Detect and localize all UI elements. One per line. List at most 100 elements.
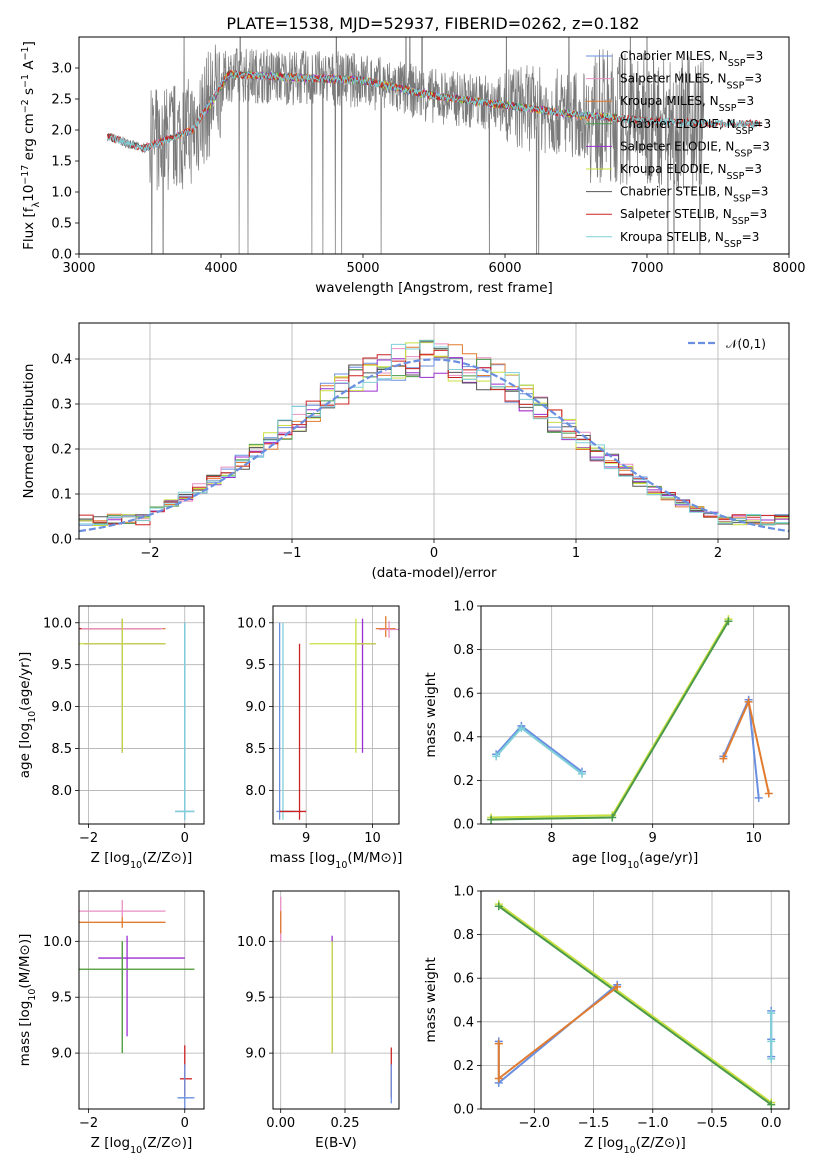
y-tick-label: 1.0 xyxy=(453,600,474,615)
y-tick-label: 0.2 xyxy=(51,443,72,458)
weight-marker xyxy=(767,1054,776,1063)
panel-spectrum: 3000 4000 5000 6000 7000 8000 0.0 0.5 1.0 1.5 2.0 2… xyxy=(20,36,806,296)
y-axis-label: mass weight xyxy=(423,672,439,757)
weight-marker xyxy=(767,1009,776,1018)
legend-label: Salpeter STELIB, NSSP=3 xyxy=(620,207,767,227)
data-point xyxy=(79,916,166,928)
y-tick-label: 10.0 xyxy=(237,616,266,631)
plot-area-residuals xyxy=(79,323,789,539)
weight-marker xyxy=(487,815,496,824)
weight-marker xyxy=(754,793,763,802)
x-tick-label: 0.00 xyxy=(266,1116,295,1131)
weight-marker xyxy=(494,1039,503,1048)
y-tick-label: 10.0 xyxy=(43,616,72,631)
weight-marker xyxy=(767,1037,776,1046)
data-point xyxy=(79,618,166,753)
x-tick-label: 6000 xyxy=(488,261,521,276)
x-axis-label: Z [log10(Z/Z⊙)] xyxy=(91,1135,193,1156)
x-tick-label: −2 xyxy=(79,831,98,846)
x-tick-label: −2 xyxy=(79,1116,98,1131)
weight-marker xyxy=(494,902,503,911)
y-axis-label: Normed distribution xyxy=(21,364,37,499)
plot-area-weight_vs_Z xyxy=(481,891,789,1109)
panel-mass_vs_Z: −2 0 9.0 9.5 10.0 Z [log10(Z/Z⊙)] mass [log10(… xyxy=(17,890,205,1156)
y-tick-label: 8.0 xyxy=(51,784,72,799)
y-axis-label: Flux [fλ10−17 erg cm−2 s−1 A−1] xyxy=(20,41,42,250)
y-tick-label: 0.4 xyxy=(453,730,474,745)
weight-marker xyxy=(767,1100,776,1109)
weight-line xyxy=(498,903,772,1104)
data-point xyxy=(379,621,399,638)
panel-age_vs_Z: −2 0 8.0 8.5 9.0 9.5 10.0 Z [log10(Z/Z⊙)] age [l… xyxy=(17,605,205,871)
weight-marker xyxy=(494,1074,503,1083)
weight-marker xyxy=(492,752,501,761)
data-point xyxy=(79,620,161,633)
y-tick-label: 9.5 xyxy=(51,991,72,1006)
axes-frame xyxy=(480,890,790,1110)
y-tick-label: 2.0 xyxy=(51,124,72,139)
x-tick-label: −0.5 xyxy=(696,1116,728,1131)
x-tick-label: 0 xyxy=(430,546,438,561)
panel-age_vs_mass: 9 10 8.0 8.5 9.0 9.5 10.0 mass [log10(M/M⊙)] xyxy=(237,605,403,871)
weight-marker xyxy=(744,697,753,706)
axes-frame xyxy=(272,605,400,825)
y-tick-label: 0.2 xyxy=(453,1059,474,1074)
normal-reference-curve xyxy=(79,358,789,533)
weight-line xyxy=(491,620,730,821)
x-tick-label: 8 xyxy=(548,831,556,846)
y-tick-label: 0.2 xyxy=(453,774,474,789)
x-tick-label: 8000 xyxy=(772,261,805,276)
x-tick-label: 4000 xyxy=(204,261,237,276)
y-tick-label: 10.0 xyxy=(237,935,266,950)
y-tick-label: 8.5 xyxy=(245,742,266,757)
data-point xyxy=(375,616,396,638)
axes-frame xyxy=(78,890,205,1110)
x-tick-label: 10 xyxy=(364,831,381,846)
axes-frame xyxy=(78,36,790,255)
y-tick-label: 1.5 xyxy=(51,155,72,170)
x-tick-label: −1.0 xyxy=(637,1116,669,1131)
y-tick-label: 9.0 xyxy=(51,1047,72,1062)
y-tick-label: 1.0 xyxy=(453,885,474,900)
observed-spectrum xyxy=(107,37,705,254)
legend-label: Chabrier MILES, NSSP=3 xyxy=(620,49,763,69)
y-tick-label: 3.0 xyxy=(51,62,72,77)
y-tick-label: 0.6 xyxy=(453,972,474,987)
x-tick-label: −1 xyxy=(282,546,301,561)
panel-weight_vs_Z: −2.0 −1.5 −1.0 −0.5 0.0 0.0 0.2 0.4 0.6 0.8 1.0 Z [… xyxy=(423,885,790,1156)
plot-area-age_vs_mass xyxy=(273,606,399,824)
weight-line xyxy=(495,726,583,775)
legend-label: Kroupa STELIB, NSSP=3 xyxy=(620,230,759,250)
y-tick-label: 0.0 xyxy=(453,818,474,833)
plot-area-age_vs_Z xyxy=(79,606,204,824)
x-tick-label: 3000 xyxy=(62,261,95,276)
y-tick-label: 9.0 xyxy=(51,700,72,715)
model-spectrum-line xyxy=(107,70,761,152)
weight-marker xyxy=(517,724,526,733)
panel-weight_vs_age: 8 9 10 0.0 0.2 0.4 0.6 0.8 1.0 age [log10(age/yr)… xyxy=(423,600,790,871)
y-tick-label: 8.0 xyxy=(245,784,266,799)
x-axis-label: (data-model)/error xyxy=(371,565,497,581)
legend-label: Chabrier ELODIE, NSSP=3 xyxy=(620,117,771,137)
x-tick-label: 9 xyxy=(649,831,657,846)
y-tick-label: 0.0 xyxy=(453,1103,474,1118)
data-point xyxy=(175,622,195,820)
weight-marker xyxy=(764,789,773,798)
weight-marker xyxy=(724,617,733,626)
y-tick-label: 0.8 xyxy=(453,928,474,943)
x-tick-label: −1.5 xyxy=(578,1116,610,1131)
y-tick-label: 9.5 xyxy=(245,658,266,673)
y-axis-label: age [log10(age/yr)] xyxy=(17,652,38,778)
weight-marker xyxy=(577,769,586,778)
legend-label: Chabrier STELIB, NSSP=3 xyxy=(620,185,768,205)
panel-mass_vs_EBV: 0.00 0.25 9.0 9.5 10.0 E(B-V) xyxy=(237,890,400,1151)
data-point xyxy=(79,899,166,917)
x-axis-label: mass [log10(M/M⊙)] xyxy=(270,850,403,871)
x-tick-label: 2 xyxy=(714,546,722,561)
legend-label: Kroupa ELODIE, NSSP=3 xyxy=(620,162,762,182)
plot-area-weight_vs_age xyxy=(481,606,789,824)
weight-marker xyxy=(608,813,617,822)
y-tick-label: 9.5 xyxy=(51,658,72,673)
x-tick-label: 10 xyxy=(745,831,762,846)
